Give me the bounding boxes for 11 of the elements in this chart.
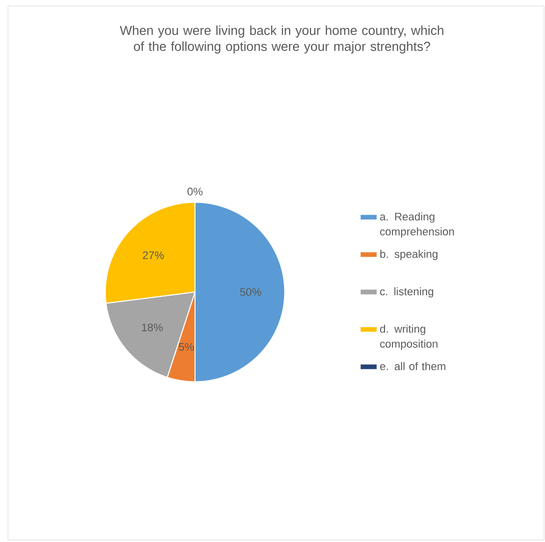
chart-title: When you were living back in your home country, which of the following options were your major strenghts? — [120, 26, 444, 54]
data-label: 18% — [142, 324, 163, 332]
data-label: 5% — [178, 343, 194, 351]
data-label: 50% — [240, 288, 262, 296]
data-label: 27% — [142, 251, 164, 260]
legend-label: e. all of them — [380, 362, 446, 370]
legend-label: a. Reading comprehension — [380, 212, 454, 238]
legend-label: b. speaking — [380, 250, 438, 260]
text: 0% — [188, 188, 203, 196]
legend-label: c. listening — [380, 287, 434, 298]
legend-label: d. writing composition — [380, 324, 438, 350]
